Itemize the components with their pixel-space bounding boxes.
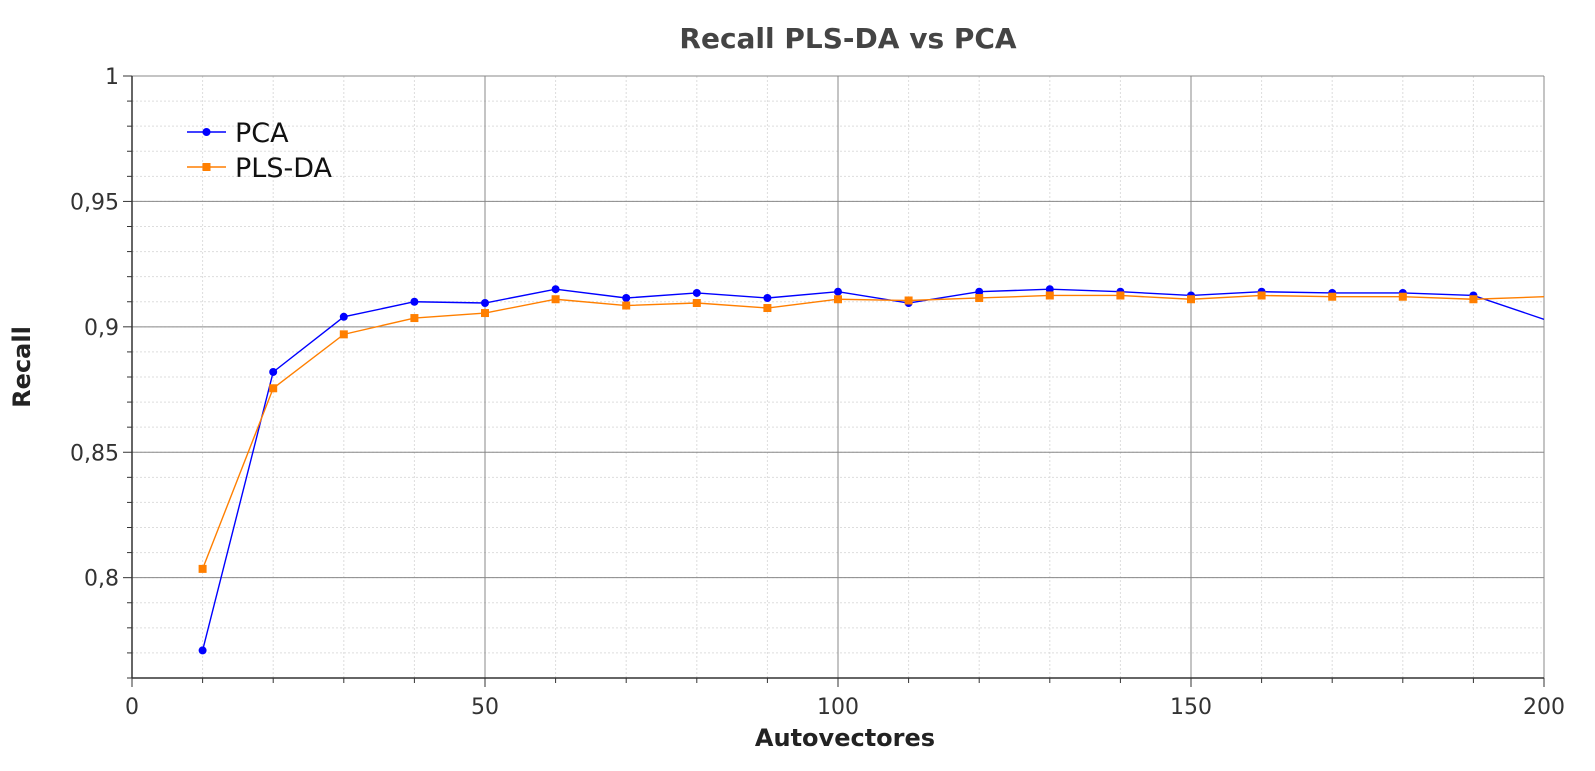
x-tick-label: 150 — [1170, 695, 1212, 720]
data-point-pca — [551, 285, 560, 294]
x-tick-label: 100 — [817, 695, 859, 720]
data-point-pls-da — [551, 295, 560, 304]
data-point-pca — [622, 293, 631, 302]
y-tick-label: 0,9 — [84, 316, 119, 341]
x-tick-label: 200 — [1523, 695, 1565, 720]
series — [198, 285, 1544, 655]
legend-label-pca: PCA — [235, 118, 289, 149]
data-point-pca — [975, 287, 984, 296]
y-tick-label: 0,95 — [70, 190, 119, 215]
data-point-pls-da — [1187, 295, 1195, 304]
data-point-pls-da — [1328, 292, 1337, 301]
x-tick-label: 0 — [125, 695, 139, 720]
data-point-pca — [692, 288, 701, 297]
legend-marker-pls-da — [202, 163, 211, 171]
data-point-pls-da — [622, 301, 631, 310]
data-point-pls-da — [410, 314, 419, 323]
data-point-pls-da — [269, 384, 278, 393]
data-point-pls-da — [834, 295, 842, 304]
data-point-pls-da — [1469, 295, 1478, 304]
data-point-pls-da — [339, 330, 348, 339]
data-point-pls-da — [1398, 292, 1407, 301]
data-point-pca — [1045, 285, 1054, 294]
series-line-pca — [201, 288, 1544, 651]
data-point-pca — [269, 367, 278, 376]
data-point-pls-da — [1116, 291, 1125, 300]
tick-labels: 0,8 0,85 0,9 0,95 1 0 50 100 150 200 — [70, 65, 1565, 720]
data-point-pls-da — [1045, 291, 1054, 300]
data-point-pls-da — [198, 564, 207, 573]
data-point-pca — [198, 646, 207, 655]
data-point-pca — [763, 293, 772, 302]
legend: PCA PLS-DA — [187, 118, 333, 184]
y-tick-label: 0,85 — [70, 441, 119, 466]
grid — [131, 75, 1545, 679]
chart-title: Recall PLS-DA vs PCA — [679, 22, 1017, 55]
series-line-pls-da — [201, 294, 1544, 570]
data-point-pca — [339, 312, 348, 321]
data-point-pls-da — [481, 309, 489, 318]
data-point-pls-da — [904, 296, 913, 305]
legend-label-pls-da: PLS-DA — [235, 153, 333, 184]
data-point-pca — [481, 299, 489, 308]
data-point-pls-da — [1257, 291, 1266, 300]
data-point-pls-da — [763, 304, 772, 313]
y-tick-label: 1 — [105, 65, 119, 90]
data-point-pca — [410, 297, 419, 306]
y-axis-title: Recall — [8, 326, 36, 408]
data-point-pls-da — [975, 293, 984, 302]
data-point-pls-da — [692, 299, 701, 308]
y-tick-label: 0,8 — [84, 567, 119, 592]
axes — [123, 75, 1545, 687]
data-point-pca — [834, 287, 842, 296]
x-axis-title: Autovectores — [755, 724, 935, 752]
legend-marker-pca — [202, 128, 211, 136]
x-tick-label: 50 — [471, 695, 499, 720]
